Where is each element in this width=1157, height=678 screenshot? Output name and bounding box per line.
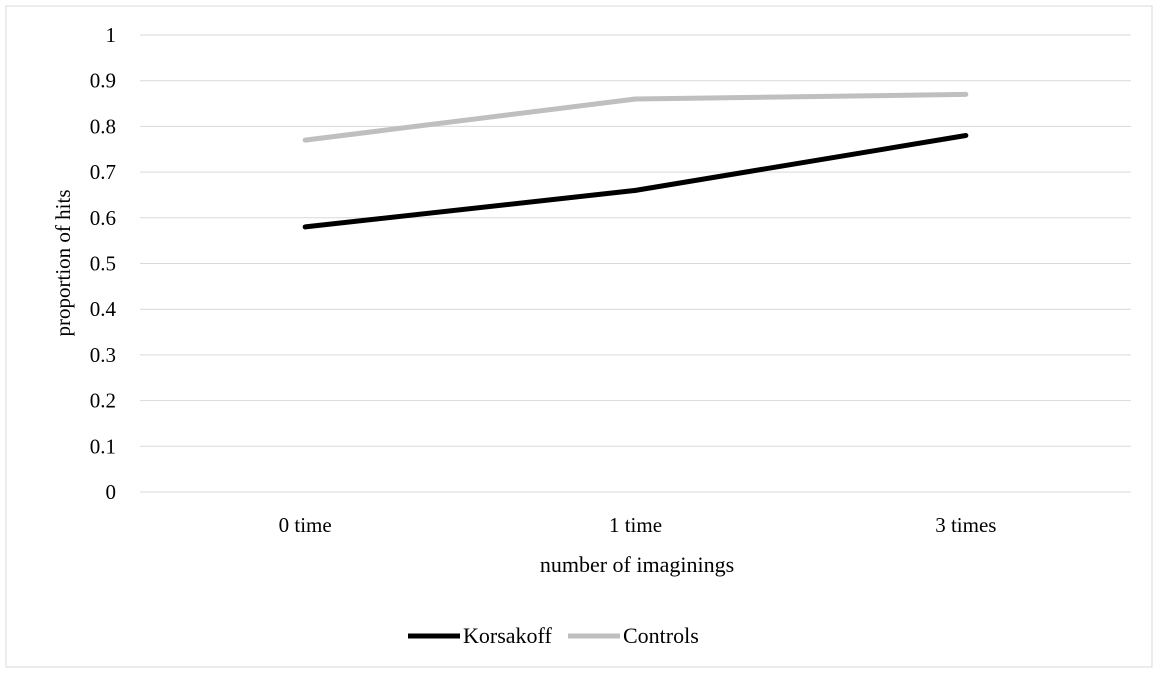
data-point-korsakoff	[633, 187, 638, 193]
data-point-controls	[302, 137, 308, 143]
y-tick-label: 0.3	[90, 343, 116, 367]
data-point-korsakoff	[963, 133, 969, 139]
y-tick-label: 0.7	[90, 160, 116, 184]
y-tick-label: 0.1	[90, 434, 116, 458]
legend-label-controls: Controls	[623, 623, 699, 648]
x-tick-label: 1 time	[609, 513, 662, 537]
legend: Korsakoff Controls	[408, 623, 699, 648]
y-tick-label: 0.8	[90, 114, 116, 138]
y-tick-label: 0.9	[90, 69, 116, 93]
y-tick-label: 0.6	[90, 206, 116, 230]
series-lines	[302, 91, 969, 230]
y-tick-label: 0.2	[90, 389, 116, 413]
y-axis-tick-labels: 0 0.1 0.2 0.3 0.4 0.5 0.6 0.7 0.8 0.9 1	[90, 23, 117, 504]
y-axis-title: proportion of hits	[51, 190, 75, 337]
y-tick-label: 1	[106, 23, 117, 47]
gridlines	[140, 34, 1131, 493]
x-axis-title: number of imaginings	[540, 552, 734, 577]
y-tick-label: 0.5	[90, 252, 116, 276]
x-tick-label: 0 time	[279, 513, 332, 537]
x-axis-tick-labels: 0 time 1 time 3 times	[279, 513, 997, 537]
data-point-controls	[963, 91, 969, 97]
data-point-korsakoff	[302, 224, 308, 230]
chart-border	[5, 5, 1153, 668]
y-tick-label: 0.4	[90, 297, 117, 321]
x-tick-label: 3 times	[935, 513, 996, 537]
y-tick-label: 0	[106, 480, 117, 504]
legend-label-korsakoff: Korsakoff	[463, 623, 552, 648]
data-point-controls	[633, 96, 638, 102]
